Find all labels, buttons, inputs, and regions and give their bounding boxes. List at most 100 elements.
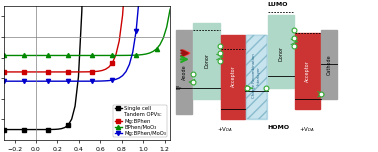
- Mg:BPhen: [29, 71, 33, 73]
- Legend: Single cell, Tandem OPVs:, Mg:BPhen, BPhen/MoO₃, Mg:BPhen/MoO₃: Single cell, Tandem OPVs:, Mg:BPhen, BPh…: [113, 105, 167, 137]
- BPhen/MoO₃: [49, 55, 54, 56]
- Mg:BPhen: [83, 71, 88, 73]
- Mg:BPhen/MoO₃: [100, 80, 104, 82]
- Mg:BPhen: [15, 71, 20, 73]
- Text: Acceptor: Acceptor: [305, 60, 310, 82]
- Mg:BPhen/MoO₃: [19, 80, 23, 82]
- BPhen/MoO₃: [8, 55, 13, 56]
- Mg:BPhen/MoO₃: [8, 80, 13, 82]
- BPhen/MoO₃: [158, 44, 162, 46]
- Mg:BPhen: [8, 71, 13, 73]
- BPhen/MoO₃: [59, 55, 64, 56]
- Mg:BPhen/MoO₃: [127, 64, 132, 65]
- Mg:BPhen/MoO₃: [59, 80, 64, 82]
- Bar: [295, 33, 320, 109]
- Mg:BPhen: [19, 71, 23, 73]
- BPhen/MoO₃: [46, 55, 50, 56]
- BPhen/MoO₃: [168, 8, 172, 10]
- Text: Acceptor: Acceptor: [231, 65, 235, 87]
- Single cell: [59, 128, 64, 130]
- Single cell: [32, 129, 37, 130]
- Mg:BPhen/MoO₃: [134, 30, 138, 32]
- Single cell: [8, 129, 13, 130]
- BPhen/MoO₃: [90, 55, 94, 56]
- BPhen/MoO₃: [161, 37, 166, 39]
- Mg:BPhen: [73, 71, 77, 73]
- BPhen/MoO₃: [66, 55, 71, 56]
- BPhen/MoO₃: [15, 55, 20, 56]
- Mg:BPhen/MoO₃: [42, 80, 47, 82]
- Mg:BPhen: [117, 40, 121, 42]
- BPhen/MoO₃: [53, 55, 57, 56]
- BPhen/MoO₃: [117, 55, 121, 56]
- Mg:BPhen/MoO₃: [29, 80, 33, 82]
- BPhen/MoO₃: [39, 55, 43, 56]
- BPhen/MoO₃: [83, 55, 88, 56]
- Single cell: [25, 129, 30, 130]
- BPhen/MoO₃: [29, 55, 33, 56]
- Single cell: [56, 128, 60, 130]
- Text: E$_F$: E$_F$: [175, 84, 183, 93]
- BPhen/MoO₃: [56, 55, 60, 56]
- BPhen/MoO₃: [93, 55, 98, 56]
- Mg:BPhen: [90, 71, 94, 73]
- Mg:BPhen: [96, 70, 101, 72]
- Mg:BPhen: [107, 66, 111, 68]
- Bar: [193, 23, 220, 99]
- Text: Donor: Donor: [204, 53, 209, 68]
- Mg:BPhen: [56, 71, 60, 73]
- Single cell: [70, 118, 74, 120]
- Single cell: [49, 129, 54, 130]
- BPhen/MoO₃: [5, 55, 9, 56]
- Mg:BPhen: [22, 71, 26, 73]
- BPhen/MoO₃: [36, 55, 40, 56]
- Mg:BPhen: [76, 71, 81, 73]
- Mg:BPhen: [59, 71, 64, 73]
- Text: +V$_{DA}$: +V$_{DA}$: [217, 125, 233, 134]
- Single cell: [63, 127, 67, 128]
- Bar: [246, 35, 267, 119]
- Mg:BPhen/MoO₃: [83, 80, 88, 82]
- Text: Charge Recombination
Interlayer: Charge Recombination Interlayer: [252, 54, 261, 98]
- Single cell: [12, 129, 16, 130]
- Mg:BPhen/MoO₃: [46, 80, 50, 82]
- Single cell: [53, 128, 57, 130]
- Mg:BPhen/MoO₃: [80, 80, 84, 82]
- Bar: [221, 35, 245, 119]
- Single cell: [80, 10, 84, 12]
- BPhen/MoO₃: [80, 55, 84, 56]
- BPhen/MoO₃: [32, 55, 37, 56]
- BPhen/MoO₃: [107, 55, 111, 56]
- Mg:BPhen: [86, 71, 91, 73]
- BPhen/MoO₃: [19, 55, 23, 56]
- Mg:BPhen/MoO₃: [107, 80, 111, 81]
- Line: Mg:BPhen: Mg:BPhen: [2, 0, 172, 74]
- Mg:BPhen/MoO₃: [76, 80, 81, 82]
- Mg:BPhen/MoO₃: [73, 80, 77, 82]
- Mg:BPhen: [66, 71, 71, 73]
- Mg:BPhen/MoO₃: [120, 75, 125, 77]
- Text: Anode: Anode: [181, 64, 187, 80]
- Mg:BPhen/MoO₃: [110, 79, 115, 81]
- Text: +V$_{DA}$: +V$_{DA}$: [299, 125, 314, 134]
- Mg:BPhen: [110, 62, 115, 64]
- Mg:BPhen: [80, 71, 84, 73]
- Mg:BPhen: [63, 71, 67, 73]
- Single cell: [73, 105, 77, 107]
- Mg:BPhen/MoO₃: [117, 77, 121, 79]
- Mg:BPhen/MoO₃: [49, 80, 54, 82]
- Mg:BPhen: [70, 71, 74, 73]
- BPhen/MoO₃: [130, 54, 135, 56]
- Mg:BPhen/MoO₃: [70, 80, 74, 82]
- BPhen/MoO₃: [96, 55, 101, 56]
- BPhen/MoO₃: [137, 54, 142, 56]
- Text: Donor: Donor: [279, 46, 284, 61]
- BPhen/MoO₃: [70, 55, 74, 56]
- Mg:BPhen: [5, 71, 9, 73]
- BPhen/MoO₃: [127, 54, 132, 56]
- Single cell: [19, 129, 23, 130]
- Mg:BPhen/MoO₃: [93, 80, 98, 82]
- BPhen/MoO₃: [113, 55, 118, 56]
- BPhen/MoO₃: [124, 54, 128, 56]
- BPhen/MoO₃: [86, 55, 91, 56]
